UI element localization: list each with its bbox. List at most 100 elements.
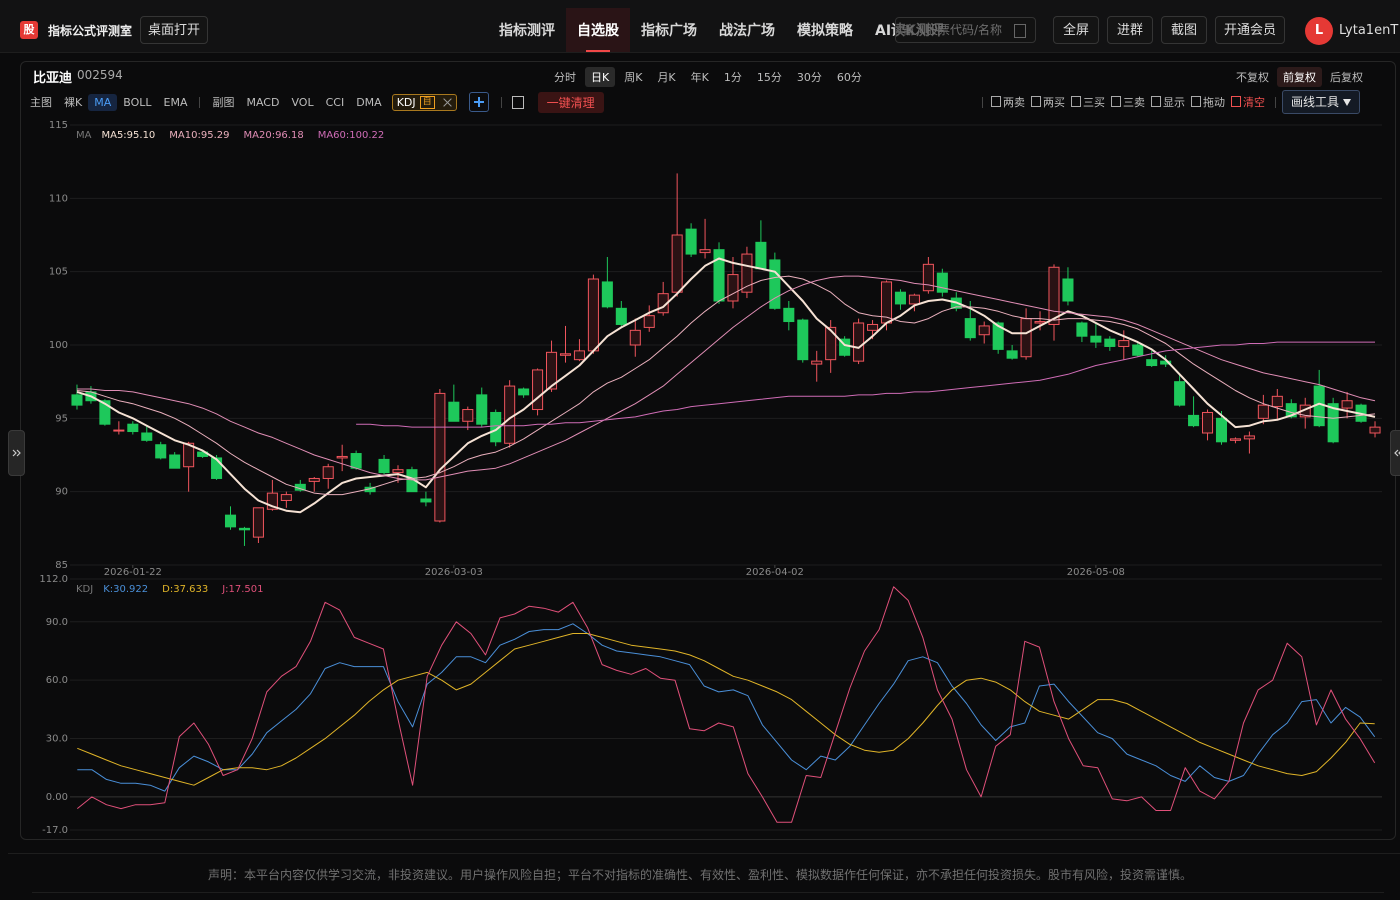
- candle-body: [532, 369, 544, 411]
- candle-body: [1104, 338, 1116, 347]
- nav-item[interactable]: 指标测评: [499, 23, 555, 39]
- avatar[interactable]: L: [1305, 17, 1333, 45]
- candle-body: [601, 281, 613, 308]
- adjust-tabs: 不复权 前复权 后复权: [1230, 67, 1369, 87]
- y-tick-label: 112.0: [39, 574, 68, 585]
- candle-body: [434, 392, 446, 522]
- signal-toggle[interactable]: 三买: [1069, 94, 1109, 110]
- y-tick-label: 85: [55, 560, 68, 571]
- signal-toggle[interactable]: 三卖: [1109, 94, 1149, 110]
- adjust-tab[interactable]: 前复权: [1277, 67, 1322, 87]
- clear-button[interactable]: 一键清理: [537, 91, 604, 113]
- candle-body: [1146, 359, 1158, 367]
- indicator-line: [76, 275, 1376, 496]
- main-indicator[interactable]: MA: [88, 93, 118, 111]
- main-indicator[interactable]: BOLL: [123, 95, 152, 109]
- sub-indicator[interactable]: DMA: [356, 95, 382, 109]
- y-tick-label: 115: [49, 120, 68, 131]
- candle-body: [1243, 435, 1255, 440]
- header-button[interactable]: 全屏: [1053, 16, 1099, 44]
- candle-body: [238, 527, 250, 531]
- username[interactable]: Lyta1enT: [1339, 23, 1399, 38]
- candle-body: [224, 514, 237, 528]
- adjust-tab[interactable]: 不复权: [1236, 71, 1269, 84]
- sub-indicator[interactable]: CCI: [325, 95, 345, 109]
- period-tab[interactable]: 60分: [836, 71, 862, 84]
- candle-body: [559, 353, 572, 356]
- candle-body: [797, 319, 809, 361]
- candle-body: [894, 291, 906, 305]
- main-label: 主图: [30, 96, 52, 109]
- period-tab[interactable]: 年K: [690, 71, 709, 84]
- candle-body: [699, 249, 711, 254]
- period-tab[interactable]: 15分: [756, 71, 782, 84]
- logo[interactable]: 股: [20, 21, 38, 39]
- candle-body: [1188, 414, 1200, 427]
- desktop-button[interactable]: 桌面打开: [140, 16, 208, 44]
- separator: [199, 96, 201, 108]
- candle-body: [308, 477, 320, 482]
- period-tab[interactable]: 日K: [585, 67, 616, 87]
- signal-toggle[interactable]: 清空: [1229, 94, 1269, 110]
- main-indicator[interactable]: EMA: [163, 95, 188, 109]
- x-tick-label: 2026-05-08: [1067, 567, 1125, 578]
- candle-body: [1062, 278, 1074, 302]
- sub-indicator[interactable]: MACD: [246, 95, 280, 109]
- signal-toggle[interactable]: 拖动: [1189, 94, 1229, 110]
- header-button[interactable]: 进群: [1107, 16, 1153, 44]
- draw-tools-button[interactable]: 画线工具: [1282, 90, 1361, 114]
- header-button[interactable]: 截图: [1161, 16, 1207, 44]
- period-tab[interactable]: 分时: [554, 71, 576, 84]
- candle-body: [322, 466, 334, 479]
- nav-item[interactable]: 指标广场: [641, 23, 697, 39]
- y-tick-label: 90.0: [46, 617, 68, 628]
- right-collapse-handle[interactable]: [1390, 430, 1400, 476]
- period-tab[interactable]: 周K: [624, 71, 643, 84]
- legend-entry: D:37.633: [162, 584, 208, 595]
- signal-toggle[interactable]: 显示: [1149, 94, 1189, 110]
- period-tab[interactable]: 30分: [796, 71, 822, 84]
- candle-body: [476, 394, 488, 425]
- candle-body: [573, 350, 585, 361]
- main-indicator[interactable]: 裸K: [64, 96, 83, 109]
- indicator-line: [356, 341, 1375, 428]
- nav-item[interactable]: 战法广场: [719, 23, 775, 39]
- custom-tag: 自: [419, 95, 435, 109]
- candle-body: [518, 388, 530, 396]
- candle-body: [615, 307, 627, 325]
- period-tab[interactable]: 1分: [723, 71, 742, 84]
- candle-body: [280, 494, 292, 501]
- candle-body: [392, 469, 404, 474]
- separator: [982, 96, 983, 108]
- candle-body: [1174, 381, 1186, 406]
- y-tick-label: -17.0: [42, 825, 68, 836]
- adjust-tab[interactable]: 后复权: [1330, 71, 1363, 84]
- divider: [32, 892, 1384, 893]
- remove-icon[interactable]: [443, 98, 452, 107]
- indicator-line: [76, 586, 1376, 823]
- candle-body: [113, 429, 125, 432]
- y-tick-label: 60.0: [46, 675, 68, 686]
- left-collapse-handle[interactable]: [8, 430, 25, 476]
- nav-item[interactable]: 模拟策略: [797, 23, 853, 39]
- header-button[interactable]: 开通会员: [1215, 16, 1285, 44]
- candle-body: [1341, 400, 1353, 409]
- candle-body: [1048, 266, 1060, 325]
- nav-item[interactable]: 自选股: [566, 8, 630, 52]
- candle-body: [546, 351, 558, 390]
- candle-body: [1285, 403, 1297, 418]
- y-tick-label: 90: [55, 487, 68, 498]
- period-tab[interactable]: 月K: [657, 71, 676, 84]
- toggle-icon[interactable]: [511, 95, 524, 109]
- search-input[interactable]: 输入股票代码/名称: [895, 17, 1036, 43]
- add-indicator[interactable]: [468, 92, 489, 112]
- app-name[interactable]: 指标公式评测室: [48, 24, 133, 38]
- top-bar: 股 指标公式评测室 桌面打开 指标测评自选股指标广场战法广场模拟策略AI读K测评…: [0, 0, 1400, 53]
- active-sub-indicator[interactable]: KDJ 自: [391, 93, 457, 111]
- signal-toggle[interactable]: 两卖: [989, 94, 1029, 110]
- y-tick-label: 0.00: [46, 792, 68, 803]
- signal-toggle[interactable]: 两买: [1029, 94, 1069, 110]
- sub-indicator[interactable]: VOL: [291, 95, 314, 109]
- y-tick-label: 110: [49, 193, 68, 204]
